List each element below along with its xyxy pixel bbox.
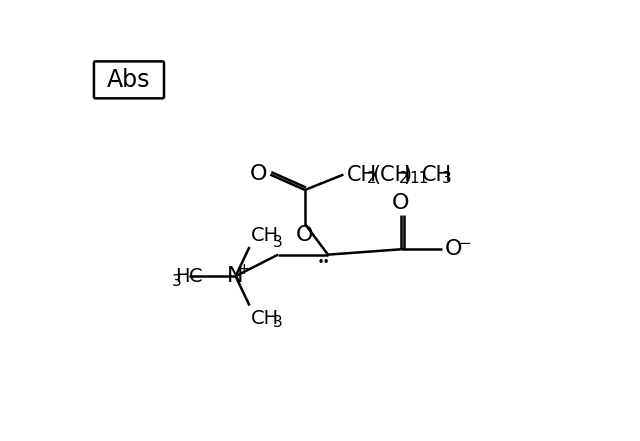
Text: CH: CH bbox=[422, 164, 452, 185]
Text: ••: •• bbox=[318, 257, 330, 267]
Text: CH: CH bbox=[346, 164, 376, 185]
Text: ): ) bbox=[403, 164, 412, 185]
Text: 3: 3 bbox=[442, 171, 452, 186]
FancyBboxPatch shape bbox=[94, 61, 164, 98]
Text: −: − bbox=[458, 235, 471, 250]
Text: N: N bbox=[227, 266, 244, 286]
Text: O: O bbox=[296, 225, 313, 245]
Text: O: O bbox=[250, 164, 267, 184]
Text: 2: 2 bbox=[367, 171, 377, 186]
Text: O: O bbox=[444, 239, 462, 259]
Text: CH: CH bbox=[251, 226, 279, 246]
Text: 3: 3 bbox=[273, 315, 282, 330]
Text: CH: CH bbox=[251, 309, 279, 328]
Text: 2: 2 bbox=[399, 171, 408, 186]
Text: 11: 11 bbox=[410, 171, 429, 186]
Text: 3: 3 bbox=[172, 274, 182, 289]
Text: +: + bbox=[237, 262, 250, 277]
Text: O: O bbox=[392, 193, 409, 213]
Text: C: C bbox=[189, 267, 202, 286]
Text: H: H bbox=[175, 267, 189, 286]
Text: (CH: (CH bbox=[372, 164, 411, 185]
Text: Abs: Abs bbox=[107, 68, 150, 92]
Text: 3: 3 bbox=[273, 235, 282, 250]
